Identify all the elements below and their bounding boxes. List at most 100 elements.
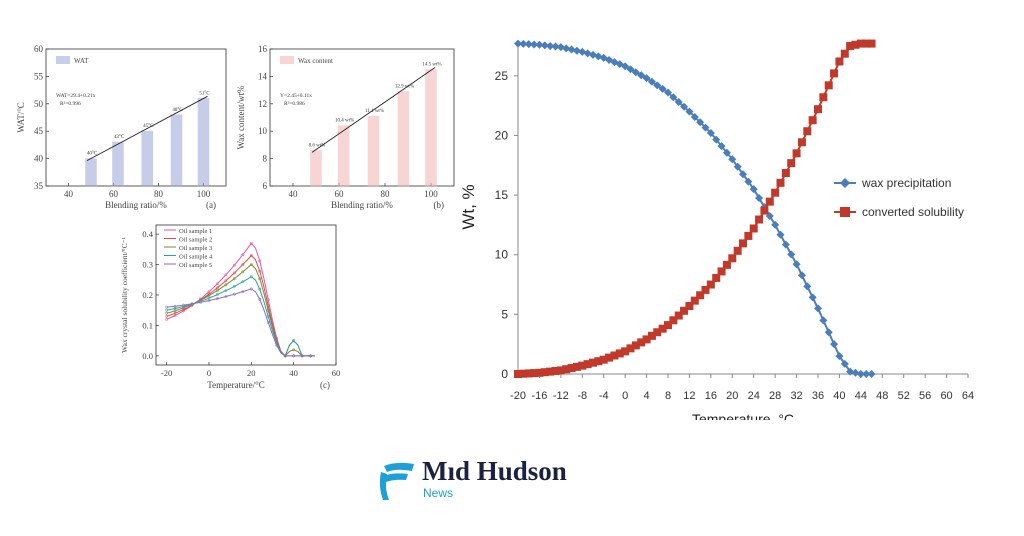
bar xyxy=(112,141,124,187)
series-point xyxy=(749,185,758,194)
panel-label: (b) xyxy=(434,200,445,210)
legend-label: Oil sample 1 xyxy=(179,228,212,235)
series-point xyxy=(258,287,262,291)
x-tick-label: 4 xyxy=(644,390,650,402)
panel-label: (a) xyxy=(206,200,216,210)
y-tick-label: 0.2 xyxy=(142,290,153,300)
x-tick-label: 52 xyxy=(898,390,910,402)
series-point xyxy=(241,253,245,257)
series-point xyxy=(819,93,828,102)
bar xyxy=(310,150,322,187)
series-point xyxy=(540,41,549,50)
series-point xyxy=(744,177,753,186)
legend-marker xyxy=(840,207,850,217)
series-point xyxy=(733,246,742,255)
series-point xyxy=(190,302,194,306)
series-point xyxy=(292,354,296,358)
series-point xyxy=(867,39,876,48)
series-point xyxy=(594,357,603,366)
bar-data-label: 8.6 wt% xyxy=(309,143,326,148)
y-axis-label: Wt, % xyxy=(459,184,478,229)
series-point xyxy=(241,280,245,284)
legend-label: WAT xyxy=(74,57,89,65)
series-point xyxy=(615,349,624,358)
series-point xyxy=(165,308,169,312)
series-point xyxy=(792,260,801,269)
bar xyxy=(337,125,350,187)
x-tick-label: 100 xyxy=(197,189,211,199)
series-point xyxy=(546,41,555,50)
x-tick-label: 100 xyxy=(424,189,438,199)
series-point xyxy=(165,314,169,318)
series-point xyxy=(765,197,774,206)
series-point xyxy=(241,290,245,294)
series-point xyxy=(292,339,296,343)
series-point xyxy=(224,295,228,298)
plot-frame xyxy=(45,48,227,187)
x-tick-label: 60 xyxy=(335,189,345,199)
series-point xyxy=(647,331,656,340)
x-tick-label: 40 xyxy=(833,390,845,402)
x-tick-label: 20 xyxy=(247,368,256,378)
logo-subtitle: News xyxy=(423,486,454,500)
series-point xyxy=(283,354,287,358)
series-point xyxy=(224,273,228,277)
series-point xyxy=(690,296,699,305)
legend-swatch xyxy=(56,56,70,64)
series-point xyxy=(594,52,603,61)
x-tick-label: 20 xyxy=(726,390,738,402)
x-tick-label: 60 xyxy=(332,368,341,378)
x-tick-label: -16 xyxy=(531,390,547,402)
series-point xyxy=(771,188,780,197)
series-point xyxy=(535,368,544,377)
y-tick-label: 10 xyxy=(258,126,268,136)
series-point xyxy=(835,352,844,361)
y-tick-label: 45 xyxy=(34,126,44,136)
legend-label: converted solubility xyxy=(862,205,964,219)
series-point xyxy=(803,282,812,291)
series-point xyxy=(664,88,672,97)
series-point xyxy=(739,170,747,179)
plot-frame xyxy=(269,48,455,187)
y-tick-label: 0.1 xyxy=(142,320,153,330)
series-point xyxy=(215,293,219,296)
x-tick-label: 16 xyxy=(705,390,717,402)
legend-label: wax precipitation xyxy=(861,176,951,190)
x-tick-label: 44 xyxy=(855,390,867,402)
series-point xyxy=(224,289,228,293)
series-point xyxy=(637,338,646,347)
series-point xyxy=(266,308,270,312)
series-point xyxy=(249,241,253,245)
series-point xyxy=(722,148,731,157)
series-point xyxy=(637,71,646,80)
series-point xyxy=(215,282,219,286)
series-point xyxy=(824,81,833,90)
series-point xyxy=(292,348,296,352)
series-point xyxy=(856,39,865,48)
wax-content-bar-chart-svg: 6 8 10 12 14 16 40 60 80 100 8.6 wt% 10.4 wt% 11.1 w… xyxy=(236,44,455,210)
series-point xyxy=(717,267,726,276)
bar xyxy=(141,130,154,187)
series-point xyxy=(300,354,304,358)
series-point xyxy=(207,299,211,303)
series-point xyxy=(275,343,279,347)
x-tick-label: 40 xyxy=(289,189,299,199)
y-tick-label: 50 xyxy=(34,99,44,109)
series-point xyxy=(749,224,758,233)
legend-label: Oil sample 5 xyxy=(179,262,212,269)
bar xyxy=(85,158,97,187)
series-point xyxy=(701,285,710,294)
x-tick-label: 28 xyxy=(769,390,781,402)
series-point xyxy=(589,358,597,367)
y-tick-label: 35 xyxy=(34,181,44,191)
series-point xyxy=(733,162,742,171)
series-point xyxy=(556,366,565,375)
series-line xyxy=(166,276,315,357)
series-point xyxy=(803,127,812,136)
series-point xyxy=(535,40,544,49)
series-point xyxy=(232,277,236,281)
panel-label: (c) xyxy=(320,380,330,390)
series-point xyxy=(680,102,689,111)
x-tick-label: 8 xyxy=(665,390,671,402)
series-point xyxy=(182,303,185,307)
